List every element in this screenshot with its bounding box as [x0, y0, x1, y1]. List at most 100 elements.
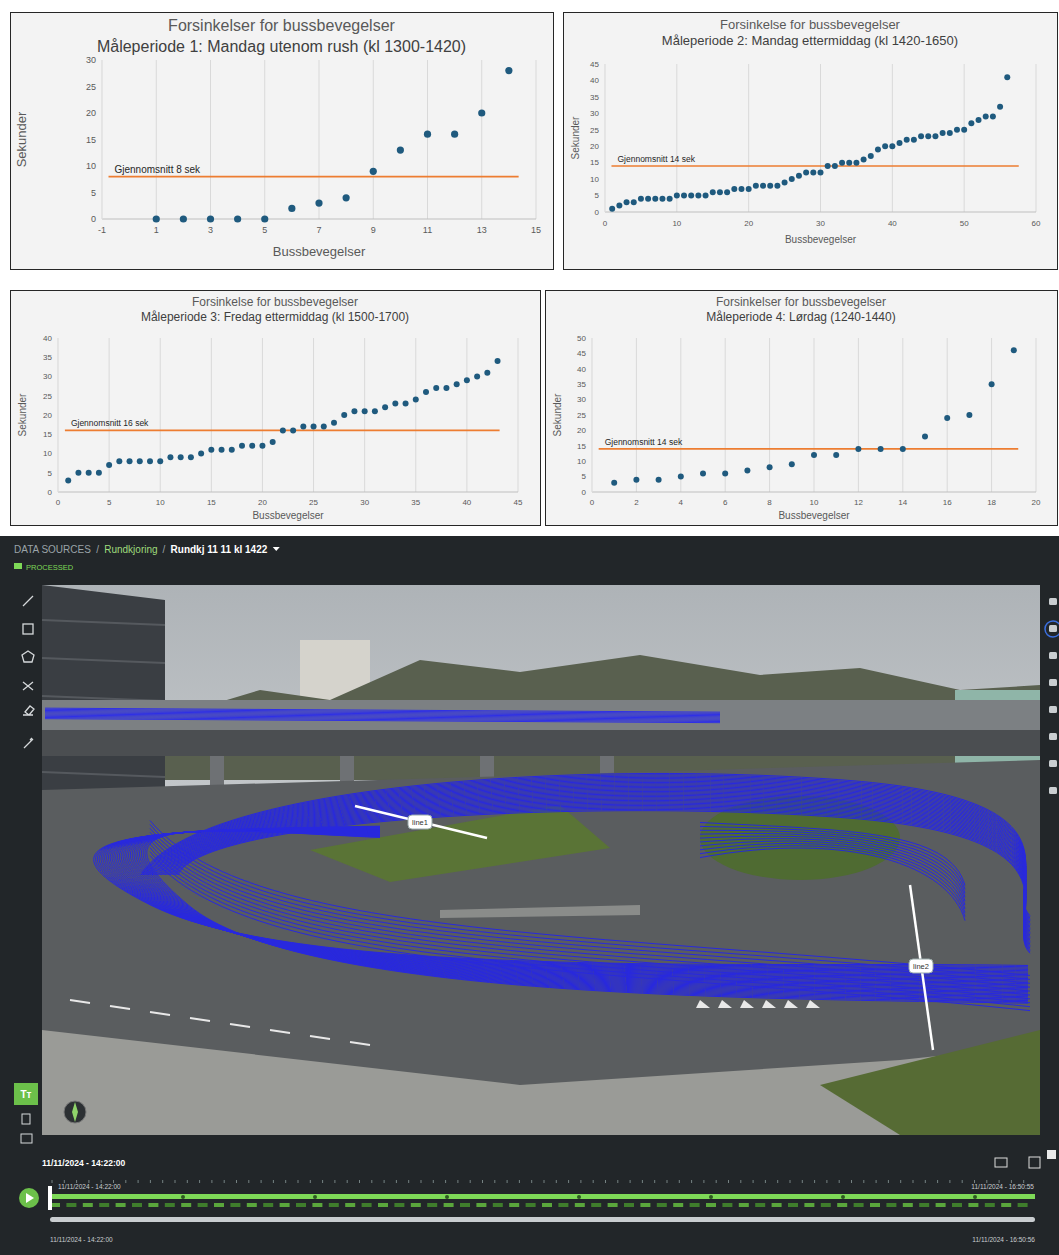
trajectory	[134, 831, 1028, 994]
data-point	[968, 120, 974, 126]
x-tick-label: 15	[531, 225, 541, 235]
breadcrumb-item[interactable]: Rundkjoring	[104, 544, 157, 555]
facade-line	[42, 658, 165, 663]
timeline-segment	[575, 1203, 585, 1207]
count-line-tag	[909, 959, 933, 973]
timeline-tick	[667, 1180, 668, 1183]
class-icon[interactable]	[1049, 652, 1057, 659]
data-point	[855, 446, 861, 452]
breadcrumb-separator: /	[96, 544, 99, 555]
x-tick-label: 20	[744, 219, 753, 228]
class-icon[interactable]	[1049, 733, 1057, 740]
count-line[interactable]	[355, 806, 487, 838]
data-point	[464, 377, 470, 383]
class-icon[interactable]	[1049, 598, 1057, 605]
data-point	[127, 458, 133, 464]
timeline-segment	[493, 1203, 503, 1207]
x-tick-label: 25	[309, 498, 318, 507]
fit-icon[interactable]	[995, 1158, 1007, 1167]
timeline-segment	[312, 1203, 322, 1207]
timeline-tick	[494, 1180, 495, 1183]
timeline-segment	[591, 1203, 601, 1207]
data-point	[918, 133, 924, 139]
class-icon[interactable]	[1049, 679, 1057, 686]
x-tick-label: 1	[154, 225, 159, 235]
breadcrumb-item[interactable]: DATA SOURCES	[14, 544, 91, 555]
calendar-icon[interactable]	[1029, 1157, 1040, 1168]
timeline-tick	[593, 1180, 594, 1183]
y-axis-title: Sekunder	[552, 393, 563, 436]
data-point	[796, 173, 802, 179]
data-point	[362, 408, 368, 414]
timeline-segment	[903, 1203, 913, 1207]
toolbar	[22, 596, 34, 748]
chart-title: Forsinkelse for bussbevegelser	[192, 295, 358, 309]
y-tick-label: 20	[590, 142, 599, 151]
data-point	[423, 389, 429, 395]
range-bar[interactable]	[50, 1217, 1035, 1222]
data-point	[137, 458, 143, 464]
timeline-tick	[937, 1180, 938, 1183]
road	[42, 760, 1040, 1135]
text-tool-button[interactable]	[14, 1083, 38, 1105]
grid-line	[415, 338, 416, 492]
trajectory	[150, 824, 1030, 979]
trajectory	[167, 799, 1031, 941]
y-tick-label: 25	[86, 82, 96, 92]
y-tick-label: 20	[86, 108, 96, 118]
data-point	[616, 202, 622, 208]
data-point	[315, 200, 322, 207]
checkbox[interactable]	[1047, 1150, 1056, 1159]
class-icon[interactable]	[1049, 760, 1057, 767]
tool-wand[interactable]	[24, 738, 33, 748]
timeline-segment	[296, 1203, 306, 1207]
trajectory	[700, 846, 965, 917]
tool-rect[interactable]	[23, 624, 33, 634]
timeline-segment	[788, 1203, 798, 1207]
data-point	[882, 143, 888, 149]
timeline-segment	[673, 1203, 683, 1207]
panel-frame	[564, 13, 1058, 270]
tool-cut[interactable]	[23, 682, 33, 690]
dropdown-arrow[interactable]	[273, 547, 280, 551]
data-point	[789, 461, 795, 467]
timeline-marker	[973, 1195, 977, 1199]
grid-line	[262, 338, 263, 492]
data-point	[611, 480, 617, 486]
data-point	[382, 404, 388, 410]
yield-marking	[806, 1000, 820, 1008]
camera-icon[interactable]	[21, 1134, 32, 1143]
class-icon[interactable]	[1049, 787, 1057, 794]
timeline-tick	[445, 1180, 446, 1183]
trajectory	[150, 840, 1030, 995]
data-point	[631, 199, 637, 205]
data-point	[744, 467, 750, 473]
tool-line[interactable]	[23, 596, 33, 606]
timeline-tick	[531, 1180, 532, 1183]
timeline-segment	[739, 1203, 749, 1207]
timeline-marker	[313, 1195, 317, 1199]
data-point	[760, 183, 766, 189]
tool-polygon[interactable]	[22, 651, 34, 662]
trajectory	[150, 844, 1030, 999]
trajectory	[165, 798, 1030, 940]
data-point	[633, 477, 639, 483]
data-point	[343, 194, 350, 201]
y-tick-label: 10	[590, 175, 599, 184]
data-point	[331, 420, 337, 426]
average-label: Gjennomsnitt 14 sek	[617, 154, 695, 164]
class-icon[interactable]	[1049, 625, 1057, 632]
tool-erase[interactable]	[23, 706, 34, 715]
data-point	[451, 131, 458, 138]
count-line[interactable]	[910, 885, 933, 1050]
timeline-tick	[162, 1180, 163, 1183]
timeline-tick	[630, 1180, 631, 1183]
play-button[interactable]	[19, 1188, 39, 1208]
class-icon[interactable]	[1049, 706, 1057, 713]
playhead[interactable]	[48, 1186, 52, 1210]
timeline-segment	[444, 1203, 454, 1207]
timeline-segment	[804, 1203, 814, 1207]
data-point	[300, 424, 306, 430]
copy-icon[interactable]	[22, 1114, 30, 1124]
y-tick-label: 5	[582, 472, 587, 481]
